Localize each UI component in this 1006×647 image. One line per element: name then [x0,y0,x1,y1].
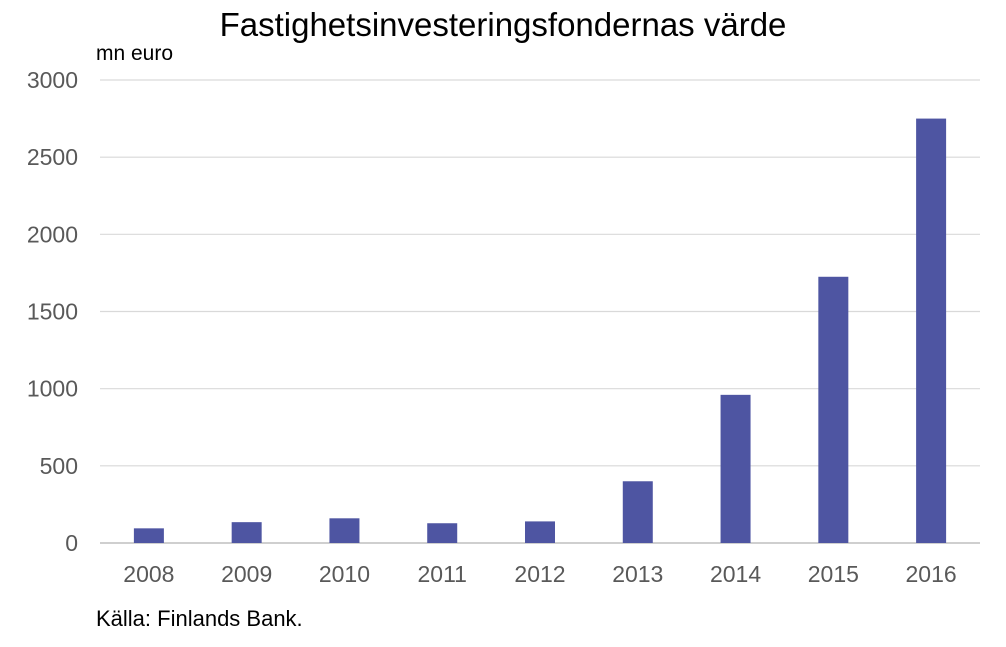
x-tick-label: 2009 [221,561,272,587]
bar-2013 [622,481,653,543]
bar-2016 [916,118,947,543]
x-tick-label: 2014 [710,561,761,587]
source-note: Källa: Finlands Bank. [96,606,303,631]
y-tick-label: 0 [65,530,78,556]
y-tick-label: 2000 [27,221,78,247]
y-tick-label: 3000 [27,67,78,93]
y-tick-label: 1000 [27,376,78,402]
x-tick-label: 2011 [417,561,466,587]
bar-2015 [818,276,849,543]
bar-2011 [427,523,458,543]
y-tick-label: 500 [40,453,78,479]
bar-2008 [133,528,164,543]
x-tick-label: 2016 [906,561,957,587]
x-axis-ticks: 2008 2009 2010 2011 2012 2013 2014 2015 2016 [123,561,956,587]
y-tick-label: 1500 [27,299,78,325]
bar-2012 [525,521,555,543]
x-tick-label: 2010 [319,561,370,587]
x-tick-label: 2015 [808,561,859,587]
x-tick-label: 2012 [514,561,565,587]
bars [133,118,947,543]
y-tick-label: 2500 [27,144,78,170]
y-axis-unit-label: mn euro [96,42,174,65]
x-tick-label: 2013 [612,561,663,587]
x-tick-label: 2008 [123,561,174,587]
bar-2010 [329,518,360,543]
bar-2014 [720,394,751,543]
y-axis-ticks: 0 500 1000 1500 2000 2500 3000 [27,67,78,556]
bar-2009 [231,522,262,543]
chart-title: Fastighetsinvesteringsfondernas värde [219,6,787,43]
